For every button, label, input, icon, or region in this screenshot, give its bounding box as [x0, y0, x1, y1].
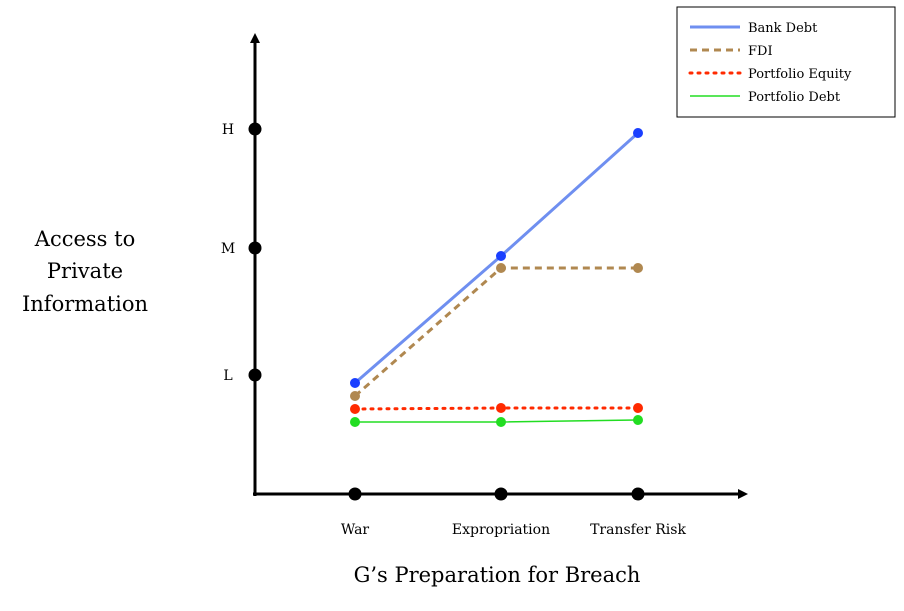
legend: Bank Debt FDI Portfolio Equity Portfolio De…: [676, 6, 896, 118]
series-point-bank-debt-2: [633, 128, 643, 138]
y-axis-label-line-1: Access to: [34, 227, 135, 251]
x-tick-label-0: War: [341, 522, 370, 538]
y-tick-label-l: L: [223, 368, 232, 384]
series-point-portfolio-debt-2: [633, 415, 643, 425]
x-tick-marker-0: [348, 487, 362, 501]
series-point-portfolio-equity-1: [496, 403, 506, 413]
legend-label-portfolio-debt: Portfolio Debt: [748, 90, 841, 105]
series-point-portfolio-debt-1: [496, 417, 506, 427]
y-ticks: L M H: [221, 122, 262, 384]
series-point-fdi-0: [350, 391, 360, 401]
y-tick-marker-m: [248, 241, 262, 255]
y-axis-label-line-3: Information: [22, 292, 148, 316]
series-line-fdi: [354, 266, 638, 398]
x-axis-label: G’s Preparation for Breach: [354, 563, 641, 587]
legend-box: [676, 6, 896, 118]
series-point-portfolio-debt-0: [350, 417, 360, 427]
series-point-portfolio-equity-0: [350, 404, 360, 414]
series-point-fdi-2: [633, 263, 643, 273]
series-point-portfolio-equity-2: [633, 403, 643, 413]
series-point-bank-debt-0: [350, 378, 360, 388]
y-tick-marker-l: [248, 368, 262, 382]
legend-label-fdi: FDI: [748, 44, 773, 59]
x-tick-label-1: Expropriation: [452, 522, 550, 538]
x-ticks: War Expropriation Transfer Risk: [341, 487, 686, 538]
legend-label-bank-debt: Bank Debt: [748, 21, 818, 36]
y-tick-label-h: H: [222, 122, 234, 138]
y-tick-marker-h: [248, 122, 262, 136]
x-tick-marker-2: [631, 487, 645, 501]
x-tick-label-2: Transfer Risk: [590, 522, 686, 538]
series-point-fdi-1: [496, 263, 506, 273]
x-tick-marker-1: [494, 487, 508, 501]
legend-label-portfolio-equity: Portfolio Equity: [748, 67, 852, 82]
series-layer: [350, 128, 643, 427]
series-point-bank-debt-1: [496, 251, 506, 261]
y-axis-label-line-2: Private: [47, 259, 123, 283]
y-tick-label-m: M: [221, 241, 235, 257]
